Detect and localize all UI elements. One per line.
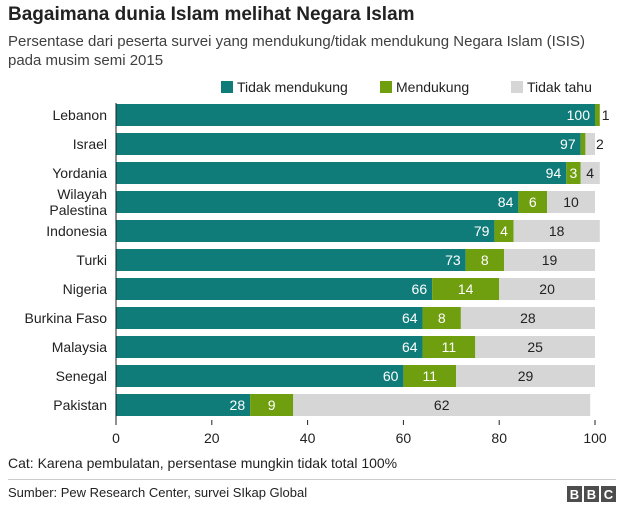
x-tick-label: 80 — [491, 430, 507, 446]
bar-segment — [116, 133, 581, 155]
data-label: 66 — [412, 281, 428, 297]
data-label: 25 — [527, 339, 543, 355]
bar-segment — [465, 249, 504, 271]
legend-swatch — [221, 81, 233, 93]
data-label: 8 — [438, 310, 446, 326]
data-label: 11 — [422, 368, 437, 384]
category-label: Pakistan — [53, 397, 107, 413]
category-label: Indonesia — [46, 223, 107, 239]
bbc-logo: B B C — [567, 486, 616, 502]
bar-segment — [513, 220, 600, 242]
category-label: Malaysia — [52, 339, 107, 355]
data-label: 10 — [563, 194, 579, 210]
bbc-logo-letter: B — [567, 486, 582, 502]
chart-title: Bagaimana dunia Islam melihat Negara Isl… — [8, 4, 415, 25]
data-label: 29 — [518, 368, 534, 384]
bar-segment — [456, 365, 595, 387]
bar-segment — [116, 104, 595, 126]
data-label: 4 — [500, 223, 508, 239]
data-label: 18 — [549, 223, 565, 239]
category-label: Burkina Faso — [25, 310, 108, 326]
data-label: 60 — [383, 368, 399, 384]
bar-segment — [460, 307, 595, 329]
bar-segment — [422, 307, 461, 329]
data-label: 2 — [596, 136, 604, 152]
data-label: 6 — [529, 194, 537, 210]
data-label: 11 — [442, 339, 457, 355]
data-label: 19 — [542, 252, 558, 268]
bar-segment — [116, 307, 423, 329]
bar-segment — [566, 162, 581, 184]
chart-note: Cat: Karena pembulatan, persentase mungk… — [8, 455, 398, 471]
bar-segment — [580, 133, 586, 155]
bbc-logo-letter: C — [601, 486, 616, 502]
data-label: 28 — [230, 397, 246, 413]
category-label: Yordania — [52, 165, 107, 181]
bar-segment — [116, 220, 495, 242]
category-label: Lebanon — [52, 107, 107, 123]
data-label: 97 — [560, 136, 576, 152]
x-tick-label: 20 — [204, 430, 220, 446]
bar-segment — [547, 191, 595, 213]
bar-segment — [475, 336, 595, 358]
data-label: 79 — [474, 223, 490, 239]
bbc-logo-letter: B — [584, 486, 599, 502]
data-label: 94 — [546, 165, 562, 181]
x-tick-label: 0 — [112, 430, 120, 446]
x-tick-label: 40 — [300, 430, 316, 446]
data-label: 62 — [434, 397, 450, 413]
data-label: 3 — [570, 165, 578, 181]
bar-segment — [250, 394, 294, 416]
bar-segment — [116, 278, 433, 300]
bar-segment — [494, 220, 514, 242]
legend-swatch — [380, 81, 392, 93]
data-label: 20 — [539, 281, 555, 297]
bar-segment — [580, 162, 600, 184]
bar-segment — [116, 249, 466, 271]
data-label: 28 — [520, 310, 536, 326]
bar-segment — [116, 365, 404, 387]
data-label: 84 — [498, 194, 514, 210]
bar-segment — [116, 394, 251, 416]
legend-label: Mendukung — [396, 79, 469, 95]
chart-subtitle: Persentase dari peserta survei yang mend… — [8, 33, 585, 69]
bar-segment — [293, 394, 591, 416]
data-label: 9 — [268, 397, 276, 413]
x-tick-label: 60 — [396, 430, 412, 446]
data-label: 73 — [445, 252, 461, 268]
data-label: 1 — [602, 107, 610, 123]
bar-segment — [595, 104, 600, 126]
category-label: Senegal — [56, 368, 107, 384]
footer-divider — [8, 479, 616, 480]
bar-segment — [422, 336, 476, 358]
legend-label: Tidak tahu — [527, 79, 592, 95]
bar-segment — [403, 365, 457, 387]
category-label: Nigeria — [63, 281, 108, 297]
bar-segment — [116, 336, 423, 358]
chart-source: Sumber: Pew Research Center, survei SIka… — [8, 485, 308, 500]
data-label: 8 — [481, 252, 489, 268]
legend-label: Tidak mendukung — [237, 79, 348, 95]
bar-segment — [503, 249, 595, 271]
category-label: Turki — [76, 252, 107, 268]
data-label: 14 — [458, 281, 474, 297]
bar-segment — [585, 133, 595, 155]
data-label: 64 — [402, 310, 418, 326]
bar-segment — [518, 191, 548, 213]
x-tick-label: 100 — [583, 430, 607, 446]
bar-segment — [116, 162, 567, 184]
category-label: Wilayah Palestina — [49, 186, 107, 218]
data-label: 4 — [586, 165, 594, 181]
bar-segment — [432, 278, 500, 300]
category-label: Israel — [73, 136, 107, 152]
bar-segment — [499, 278, 595, 300]
bar-segment — [116, 191, 519, 213]
data-label: 64 — [402, 339, 418, 355]
legend-swatch — [511, 81, 523, 93]
data-label: 100 — [567, 107, 591, 123]
